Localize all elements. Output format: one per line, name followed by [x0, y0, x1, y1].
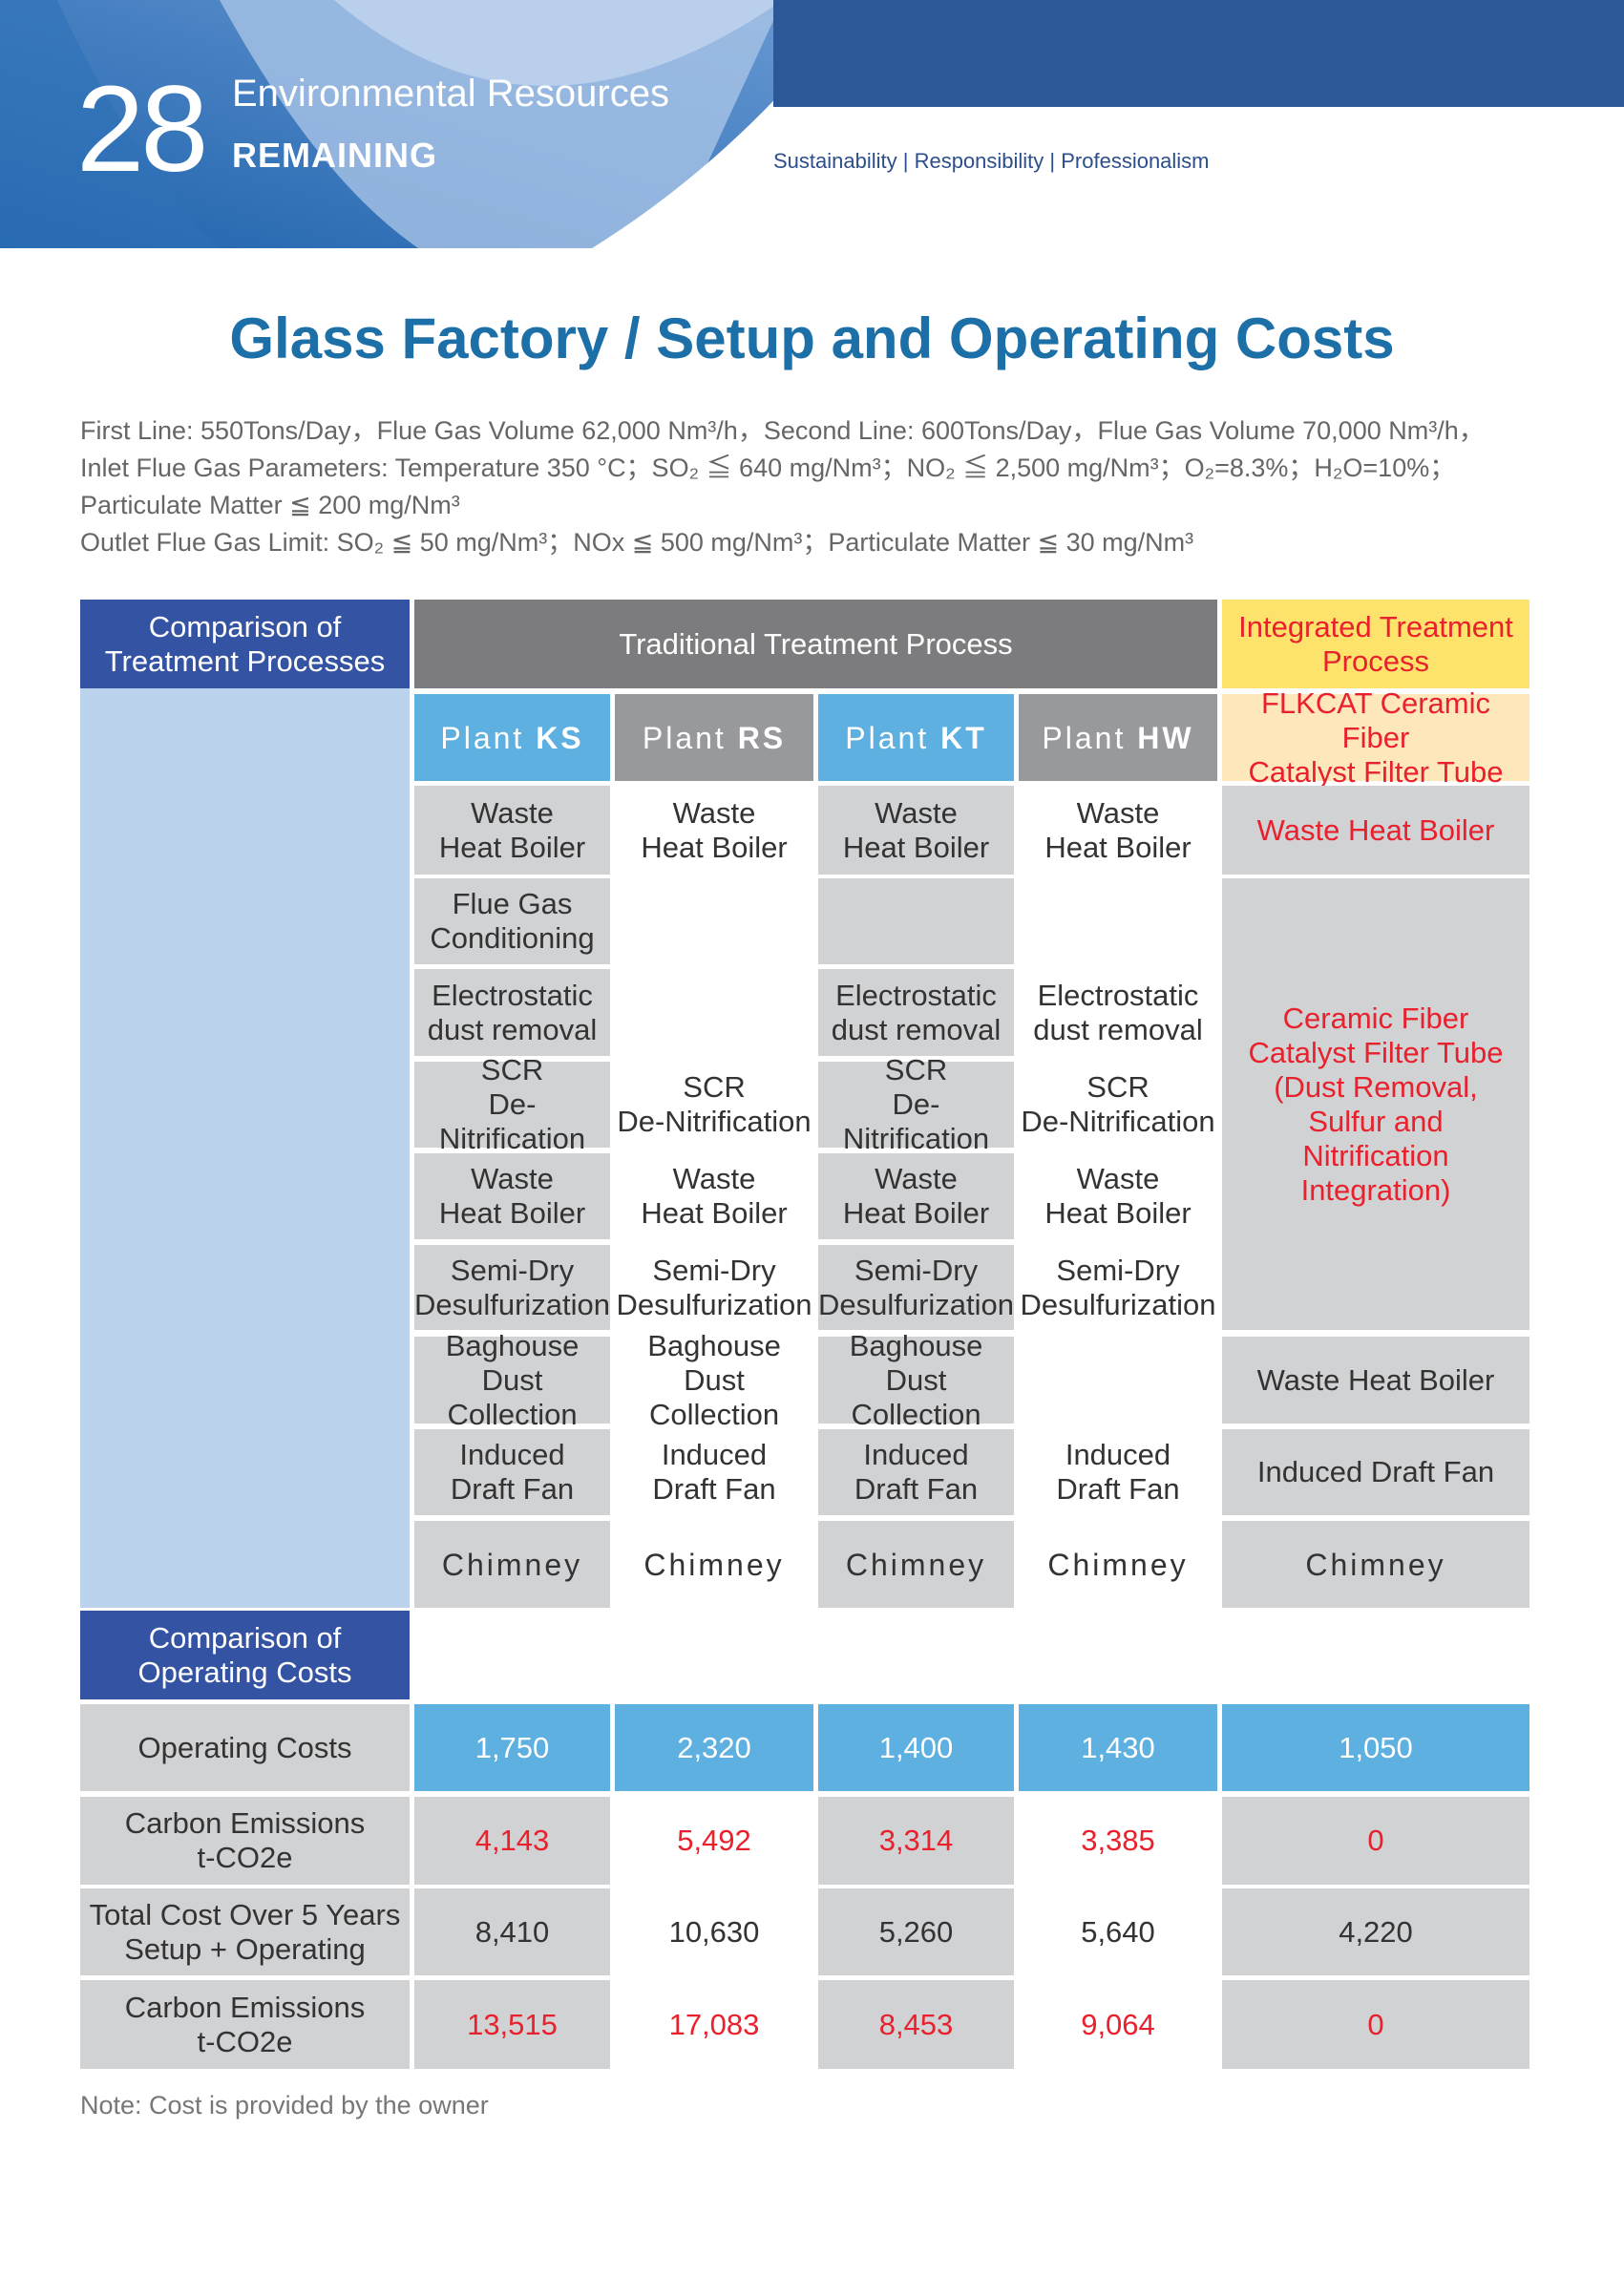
process-step: Induced Draft Fan: [414, 1429, 610, 1515]
treatment-processes-header: Comparison of Treatment Processes: [80, 600, 410, 688]
cost-value: 10,630: [615, 1888, 813, 1975]
process-step: Baghouse Dust Collection: [615, 1329, 813, 1431]
process-step: Electrostatic dust removal: [1019, 969, 1217, 1056]
process-step: Chimney: [615, 1521, 813, 1608]
cost-value: 4,143: [414, 1797, 610, 1885]
cost-row-label: Operating Costs: [80, 1704, 410, 1791]
process-step: Semi-Dry Desulfurization: [414, 1245, 610, 1330]
cost-value: 3,385: [1019, 1797, 1217, 1885]
integrated-step: Chimney: [1222, 1521, 1529, 1608]
process-step: Induced Draft Fan: [1019, 1429, 1217, 1515]
integrated-step-filter-tube: Ceramic Fiber Catalyst Filter Tube (Dust…: [1222, 878, 1529, 1330]
integrated-step: Waste Heat Boiler: [1222, 1337, 1529, 1424]
header-wave-graphic: [0, 0, 1624, 248]
cost-value: 5,640: [1019, 1888, 1217, 1975]
process-step: Semi-Dry Desulfurization: [818, 1245, 1014, 1330]
process-step: Waste Heat Boiler: [414, 786, 610, 875]
plant-code: KT: [940, 720, 987, 755]
cost-value: 0: [1222, 1797, 1529, 1885]
process-step: Waste Heat Boiler: [818, 1153, 1014, 1239]
process-step: SCR De-Nitrification: [818, 1053, 1014, 1155]
intro-line: Inlet Flue Gas Parameters: Temperature 3…: [80, 453, 1456, 482]
plant-header-hw: Plant HW: [1019, 694, 1217, 781]
plant-code: HW: [1137, 720, 1194, 755]
process-step: Induced Draft Fan: [615, 1429, 813, 1515]
operating-costs-header: Comparison of Operating Costs: [80, 1611, 410, 1699]
intro-line: First Line: 550Tons/Day，Flue Gas Volume …: [80, 416, 1485, 445]
process-step: [1019, 878, 1217, 964]
process-step: SCR De-Nitrification: [615, 1062, 813, 1148]
cost-value: 1,050: [1222, 1704, 1529, 1791]
integrated-step: Induced Draft Fan: [1222, 1429, 1529, 1515]
cost-row-label: Carbon Emissions t-CO2e: [80, 1980, 410, 2069]
plant-label: Plant: [1042, 720, 1138, 755]
cost-value: 13,515: [414, 1980, 610, 2069]
process-step: Waste Heat Boiler: [1019, 786, 1217, 875]
process-step: Chimney: [414, 1521, 610, 1608]
plant-label: Plant: [642, 720, 738, 755]
integrated-process-header: Integrated Treatment Process: [1222, 600, 1529, 688]
section-title: Environmental Resources: [232, 73, 669, 115]
header-band: [773, 0, 1624, 107]
plant-code: RS: [737, 720, 787, 755]
integrated-product-header: FLKCAT Ceramic Fiber Catalyst Filter Tub…: [1222, 686, 1529, 789]
plant-code: KS: [536, 720, 584, 755]
cost-value: 1,430: [1019, 1704, 1217, 1791]
cost-value: 0: [1222, 1980, 1529, 2069]
process-step: Induced Draft Fan: [818, 1429, 1014, 1515]
intro-text: First Line: 550Tons/Day，Flue Gas Volume …: [80, 412, 1485, 561]
integrated-step: Waste Heat Boiler: [1222, 786, 1529, 875]
process-step: Flue Gas Conditioning: [414, 878, 610, 964]
plant-header-ks: Plant KS: [414, 694, 610, 781]
intro-line: Particulate Matter ≦ 200 mg/Nm³: [80, 491, 460, 519]
page-title: Glass Factory / Setup and Operating Cost…: [229, 306, 1395, 370]
cost-row-label: Total Cost Over 5 Years Setup + Operatin…: [80, 1888, 410, 1975]
process-step: Semi-Dry Desulfurization: [1019, 1245, 1217, 1330]
page-header: 28 Environmental Resources REMAINING Sus…: [0, 0, 1624, 248]
process-step: Semi-Dry Desulfurization: [615, 1245, 813, 1330]
cost-value: 8,453: [818, 1980, 1014, 2069]
left-column-fill: [80, 688, 410, 1608]
traditional-process-header: Traditional Treatment Process: [414, 600, 1217, 688]
process-step: SCR De-Nitrification: [414, 1053, 610, 1155]
plant-label: Plant: [440, 720, 537, 755]
process-step: Electrostatic dust removal: [818, 969, 1014, 1056]
process-step: Baghouse Dust Collection: [818, 1329, 1014, 1431]
footnote: Note: Cost is provided by the owner: [80, 2091, 489, 2120]
cost-value: 9,064: [1019, 1980, 1217, 2069]
cost-value: 2,320: [615, 1704, 813, 1791]
plant-label: Plant: [845, 720, 941, 755]
process-step: Chimney: [1019, 1521, 1217, 1608]
process-step: [615, 969, 813, 1056]
cost-value: 1,750: [414, 1704, 610, 1791]
cost-row-label: Carbon Emissions t-CO2e: [80, 1797, 410, 1885]
process-step: Waste Heat Boiler: [615, 786, 813, 875]
process-step: Waste Heat Boiler: [414, 1153, 610, 1239]
intro-line: Outlet Flue Gas Limit: SO₂ ≦ 50 mg/Nm³；N…: [80, 528, 1194, 557]
cost-value: 3,314: [818, 1797, 1014, 1885]
process-step: Electrostatic dust removal: [414, 969, 610, 1056]
plant-header-rs: Plant RS: [615, 694, 813, 781]
process-step: [818, 878, 1014, 964]
process-step: Waste Heat Boiler: [818, 786, 1014, 875]
tagline: Sustainability | Responsibility | Profes…: [773, 149, 1210, 173]
cost-value: 8,410: [414, 1888, 610, 1975]
cost-value: 5,492: [615, 1797, 813, 1885]
page-number: 28: [76, 61, 208, 198]
subsection-title: REMAINING: [232, 136, 437, 175]
process-step: Waste Heat Boiler: [615, 1153, 813, 1239]
process-step: Baghouse Dust Collection: [414, 1329, 610, 1431]
process-step: [1019, 1337, 1217, 1424]
process-step: [615, 878, 813, 964]
cost-value: 4,220: [1222, 1888, 1529, 1975]
plant-header-kt: Plant KT: [818, 694, 1014, 781]
process-step: Waste Heat Boiler: [1019, 1153, 1217, 1239]
process-step: SCR De-Nitrification: [1019, 1062, 1217, 1148]
cost-value: 5,260: [818, 1888, 1014, 1975]
cost-value: 1,400: [818, 1704, 1014, 1791]
cost-value: 17,083: [615, 1980, 813, 2069]
process-step: Chimney: [818, 1521, 1014, 1608]
